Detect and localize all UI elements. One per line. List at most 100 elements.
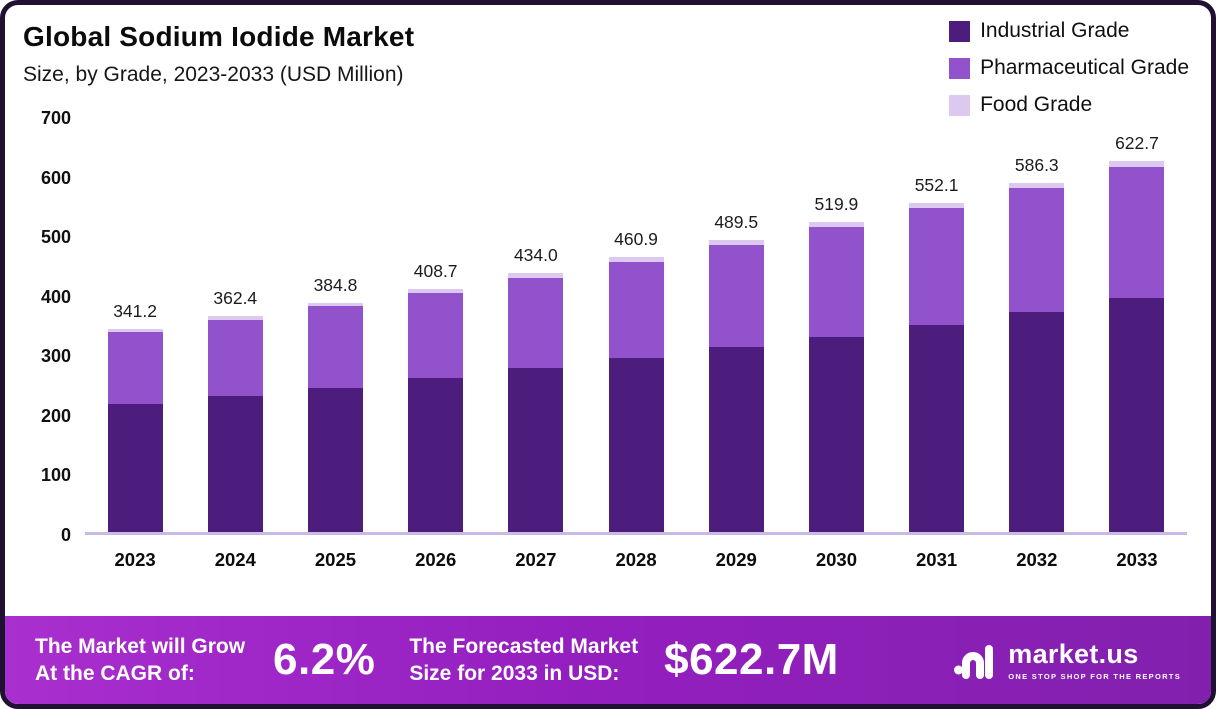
- legend-item-industrial-grade: Industrial Grade: [949, 19, 1189, 43]
- bar-column: 362.4: [185, 115, 285, 532]
- bar-segment-industrial-grade: [508, 368, 564, 532]
- legend-label-food-grade: Food Grade: [980, 93, 1093, 116]
- cagr-label: The Market will Grow At the CAGR of:: [35, 633, 245, 688]
- y-tick-label: 300: [40, 346, 71, 367]
- cagr-value: 6.2%: [273, 635, 376, 684]
- legend-swatch-pharmaceutical-grade: [949, 57, 971, 79]
- x-axis-label: 2028: [615, 549, 657, 570]
- bar-stack: [307, 302, 363, 532]
- bar-column: 586.3: [987, 115, 1087, 532]
- y-tick-label: 400: [40, 286, 71, 307]
- bar-column: 552.1: [887, 115, 987, 532]
- bar-segment-food-grade: [708, 240, 764, 246]
- bar-segment-pharmaceutical-grade: [107, 332, 163, 404]
- market-us-icon: [954, 645, 994, 679]
- bar-total-label: 552.1: [914, 175, 959, 196]
- bar-total-label: 586.3: [1014, 154, 1059, 175]
- bar-stack: [808, 222, 864, 532]
- bar-total-label: 622.7: [1115, 133, 1159, 154]
- bar-column: 489.5: [686, 115, 786, 532]
- bar-segment-industrial-grade: [708, 347, 764, 532]
- legend-item-pharmaceutical-grade: Pharmaceutical Grade: [949, 56, 1189, 80]
- bar-stack: [107, 328, 163, 532]
- brand-tagline: ONE STOP SHOP FOR THE REPORTS: [1008, 672, 1181, 681]
- bar-segment-food-grade: [107, 328, 163, 333]
- bar-segment-food-grade: [1009, 182, 1065, 189]
- x-axis-label: 2029: [715, 549, 757, 570]
- bar-total-label: 341.2: [113, 300, 157, 321]
- legend-swatch-food-grade: [949, 94, 971, 116]
- y-tick-label: 600: [40, 167, 71, 188]
- chart-header: Global Sodium Iodide Market Size, by Gra…: [5, 5, 1211, 116]
- bar-segment-industrial-grade: [1109, 297, 1165, 532]
- bar-column: 341.2: [85, 115, 185, 532]
- bar-total-label: 434.0: [513, 245, 558, 266]
- page-title: Global Sodium Iodide Market: [23, 21, 415, 52]
- bar-segment-food-grade: [808, 222, 864, 228]
- bar-segment-pharmaceutical-grade: [708, 245, 764, 348]
- bar-segment-pharmaceutical-grade: [909, 208, 965, 325]
- y-tick-label: 0: [60, 525, 71, 545]
- forecast-label-line2: Size for 2033 in USD:: [409, 662, 620, 685]
- bar-segment-industrial-grade: [608, 358, 664, 532]
- legend-item-food-grade: Food Grade: [949, 93, 1189, 117]
- bar-segment-pharmaceutical-grade: [408, 292, 464, 379]
- bar-total-label: 489.5: [714, 212, 759, 233]
- bar-segment-food-grade: [608, 257, 664, 262]
- bar-column: 384.8: [285, 115, 385, 532]
- bar-segment-industrial-grade: [909, 324, 965, 532]
- brand-logo: market.us ONE STOP SHOP FOR THE REPORTS: [952, 637, 1181, 683]
- x-axis-label: 2030: [815, 549, 857, 570]
- bar-stack: [207, 316, 263, 532]
- bar-total-label: 519.9: [814, 194, 859, 215]
- legend-label-industrial-grade: Industrial Grade: [980, 19, 1130, 42]
- bar-total-label: 384.8: [313, 274, 358, 295]
- bar-segment-pharmaceutical-grade: [307, 306, 363, 388]
- bar-segment-pharmaceutical-grade: [808, 227, 864, 337]
- x-axis: 2023 2024 2025 2026 2027 2028 2029 2030 2031 2032…: [85, 535, 1187, 571]
- bar-total-label: 408.7: [413, 260, 458, 281]
- bar-stack: [708, 240, 764, 532]
- bar-total-label: 362.4: [213, 288, 258, 309]
- brand-name: market.us: [1008, 639, 1139, 669]
- bar-stack: [508, 273, 564, 532]
- forecast-value: $622.7M: [664, 635, 839, 684]
- bar-segment-industrial-grade: [408, 378, 464, 532]
- x-axis-label: 2023: [114, 549, 156, 570]
- bar-stack: [909, 203, 965, 532]
- bar-segment-food-grade: [1109, 161, 1165, 168]
- y-axis: 0 100 200 300 400 500 600 700: [19, 108, 85, 545]
- bar-stack: [1009, 182, 1065, 532]
- legend-label-pharmaceutical-grade: Pharmaceutical Grade: [980, 56, 1189, 79]
- bar-segment-food-grade: [207, 316, 263, 320]
- y-tick-label: 500: [40, 227, 71, 248]
- footer-banner: The Market will Grow At the CAGR of: 6.2…: [5, 616, 1211, 704]
- bar-column: 519.9: [786, 115, 886, 532]
- x-axis-label: 2026: [415, 549, 457, 570]
- bar-segment-industrial-grade: [307, 387, 363, 532]
- cagr-label-line1: The Market will Grow: [35, 634, 246, 658]
- bar-stack: [1109, 161, 1165, 532]
- stacked-bar-chart: 0 100 200 300 400 500 600 700 341.2 362.4 384.8 40…: [5, 108, 1211, 616]
- x-axis-label: 2025: [314, 549, 357, 570]
- bar-segment-food-grade: [508, 273, 564, 278]
- bar-segment-industrial-grade: [207, 396, 263, 532]
- bar-column: 622.7: [1087, 115, 1187, 532]
- bar-segment-industrial-grade: [107, 403, 163, 532]
- bar-segment-industrial-grade: [1009, 311, 1065, 532]
- y-tick-label: 100: [40, 465, 71, 486]
- legend-swatch-industrial-grade: [949, 20, 971, 42]
- x-axis-label: 2031: [916, 549, 958, 570]
- bar-segment-pharmaceutical-grade: [207, 319, 263, 397]
- legend: Industrial Grade Pharmaceutical Grade Fo…: [949, 19, 1189, 117]
- bar-total-label: 460.9: [614, 229, 658, 250]
- x-axis-label: 2024: [214, 549, 256, 570]
- bar-column: 460.9: [586, 115, 686, 532]
- bar-segment-pharmaceutical-grade: [1009, 188, 1065, 312]
- bar-stack: [608, 257, 664, 532]
- bar-segment-pharmaceutical-grade: [508, 277, 564, 369]
- bar-segment-food-grade: [909, 203, 965, 209]
- forecast-label-line1: The Forecasted Market: [409, 634, 639, 658]
- bar-column: 408.7: [386, 115, 486, 532]
